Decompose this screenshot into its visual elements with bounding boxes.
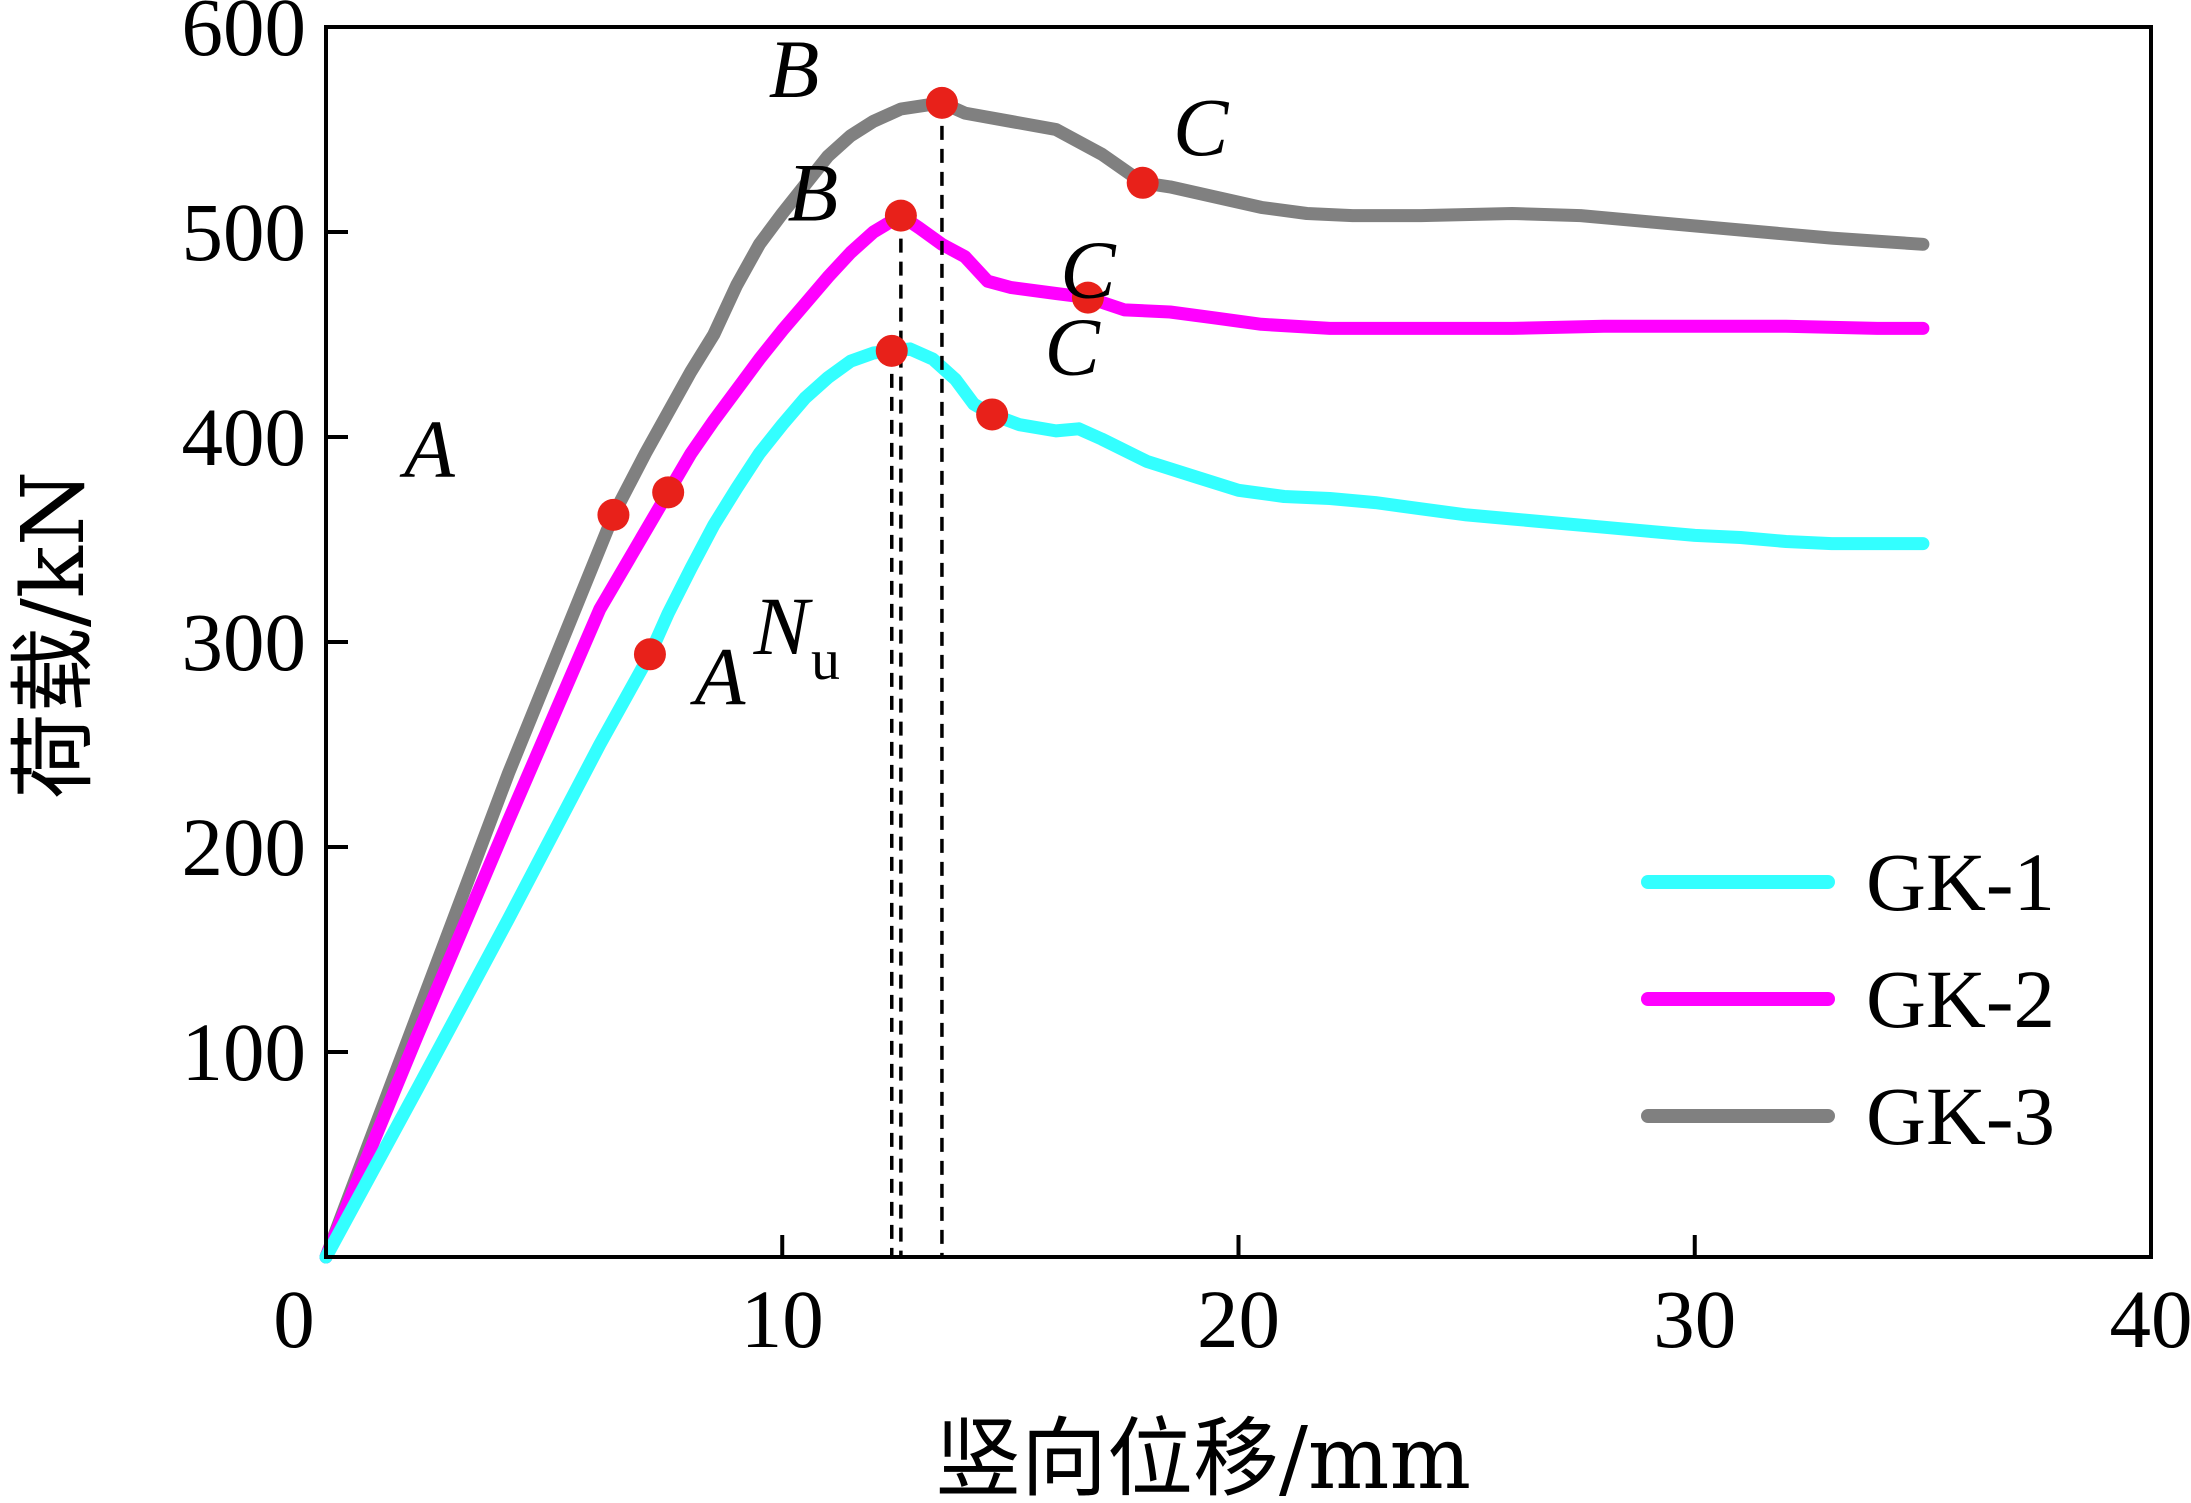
legend-label-gk-1: GK-1 (1866, 836, 2055, 928)
x-tick-label: 30 (1653, 1273, 1736, 1365)
y-tick-label: 300 (182, 596, 307, 688)
point-marker-gk-2-6 (1071, 281, 1104, 314)
point-marker-gk-3-8 (925, 86, 958, 119)
point-marker-gk-3-9 (1126, 166, 1159, 199)
x-tick-label: 40 (2110, 1273, 2191, 1365)
y-tick-label: 100 (182, 1006, 307, 1098)
y-tick-label: 500 (182, 186, 307, 278)
point-marker-gk-3-7 (597, 498, 630, 531)
y-tick-label: 400 (182, 391, 307, 483)
x-tick-label: 0 (273, 1273, 315, 1365)
point-marker-gk-2-4 (652, 476, 685, 509)
series-line-gk-2 (319, 209, 1930, 1264)
x-tick-label: 10 (741, 1273, 824, 1365)
point-labels: A C B C A B C Nu (399, 23, 1230, 722)
series-line-gk-1 (319, 342, 1930, 1264)
point-marker-gk-2-5 (884, 199, 917, 232)
y-axis-title: 荷载/kN (4, 471, 104, 799)
y-tick-label: 600 (182, 0, 307, 73)
point-label-a: A (399, 403, 455, 495)
point-marker-gk-1-2 (875, 334, 908, 367)
x-axis-title: 竖向位移/mm (935, 1409, 1471, 1503)
point-label-a: A (690, 630, 746, 722)
nu-subscript: u (811, 627, 840, 692)
series-layer (319, 96, 1930, 1264)
legend-label-gk-2: GK-2 (1866, 953, 2055, 1045)
x-tick-label: 20 (1197, 1273, 1280, 1365)
point-label-b: B (769, 23, 820, 115)
point-label-c: C (1060, 224, 1117, 316)
y-tick-label: 200 (182, 801, 307, 893)
point-marker-gk-1-3 (976, 398, 1009, 431)
point-label-c: C (1173, 81, 1230, 173)
point-marker-gk-1-1 (633, 638, 666, 671)
peak-dashed-lines (890, 102, 944, 1257)
point-label-c: C (1044, 300, 1101, 392)
point-label-b: B (788, 147, 839, 239)
characteristic-points (597, 86, 1159, 671)
legend-label-gk-3: GK-3 (1866, 1070, 2055, 1162)
legend: GK-1 GK-2 GK-3 (1641, 836, 2055, 1162)
nu-annotation: Nu (753, 580, 840, 692)
axis-ticks: 0 10 20 30 40 100 200 300 400 500 600 (182, 0, 2191, 1365)
